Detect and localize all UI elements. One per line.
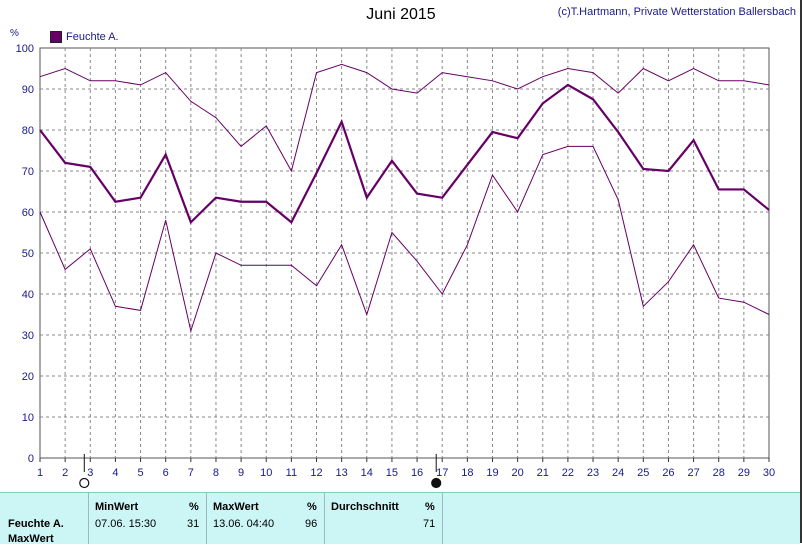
stats-min-column: MinWert % 07.06. 15:30 31: [88, 493, 207, 544]
legend: Feuchte A.: [50, 31, 119, 43]
x-tick-label: 16: [411, 467, 423, 479]
y-tick-label: 0: [28, 453, 34, 465]
chart-title: Juni 2015: [366, 6, 436, 23]
x-tick-label: 15: [386, 467, 398, 479]
x-tick-label: 6: [163, 467, 169, 479]
stats-avg-column: Durchschnitt % 71: [324, 493, 443, 544]
avg-unit: %: [425, 501, 435, 513]
x-tick-label: 10: [260, 467, 272, 479]
avg-header: Durchschnitt: [331, 501, 399, 513]
max-value: 96: [305, 518, 318, 530]
min-date: 07.06. 15:30: [95, 518, 157, 530]
x-tick-label: 14: [361, 467, 373, 479]
stats-panel: Feuchte A. MaxWert MinWert % 07.06. 15:3…: [0, 492, 800, 545]
x-tick-label: 25: [637, 467, 649, 479]
max-header: MaxWert: [213, 501, 259, 513]
x-tick-label: 11: [286, 467, 297, 479]
x-tick-label: 17: [436, 467, 448, 479]
x-tick-label: 4: [112, 467, 118, 479]
x-tick-label: 7: [188, 467, 194, 479]
y-tick-label: 60: [22, 207, 34, 219]
x-tick-label: 20: [511, 467, 523, 479]
y-tick-label: 30: [22, 330, 34, 342]
x-tick-label: 19: [486, 467, 498, 479]
x-tick-label: 2: [62, 467, 68, 479]
y-tick-label: 50: [22, 248, 34, 260]
x-tick-label: 23: [587, 467, 599, 479]
x-tick-label: 18: [461, 467, 473, 479]
x-tick-label: 26: [662, 467, 674, 479]
stats-end-divider: [442, 493, 443, 544]
x-tick-label: 29: [738, 467, 750, 479]
max-unit: %: [307, 501, 317, 513]
stats-max-column: MaxWert % 13.06. 04:40 96: [206, 493, 325, 544]
x-tick-label: 5: [137, 467, 143, 479]
y-tick-label: 10: [22, 412, 34, 424]
x-tick-label: 30: [763, 467, 775, 479]
x-tick-label: 3: [87, 467, 93, 479]
x-tick-label: 8: [213, 467, 219, 479]
copyright-text: (c)T.Hartmann, Private Wetterstation Bal…: [557, 6, 796, 18]
y-tick-label: 80: [22, 125, 34, 137]
x-tick-label: 21: [537, 467, 549, 479]
x-tick-label: 28: [713, 467, 725, 479]
stats-row-label-max: MaxWert: [8, 533, 54, 545]
min-header: MinWert: [95, 501, 139, 513]
legend-swatch: [50, 31, 62, 43]
y-tick-label: 20: [22, 371, 34, 383]
y-tick-label: 100: [16, 43, 34, 55]
min-unit: %: [189, 501, 199, 513]
series-line-avg: [39, 83, 770, 225]
series-line-min: [39, 145, 770, 333]
marker-filled-circle: [431, 477, 442, 489]
max-date: 13.06. 04:40: [213, 518, 275, 530]
x-tick-label: 27: [687, 467, 699, 479]
min-value: 31: [187, 518, 200, 530]
y-tick-label: 40: [22, 289, 34, 301]
x-tick-label: 12: [310, 467, 322, 479]
y-tick-label: 70: [22, 166, 34, 178]
avg-value: 71: [423, 518, 436, 530]
marker-open-circle: [79, 477, 90, 489]
x-tick-label: 1: [37, 467, 43, 479]
window-edge: [800, 0, 802, 543]
y-tick-label: 90: [22, 84, 34, 96]
series-line-max: [39, 63, 770, 173]
legend-label: Feuchte A.: [66, 31, 119, 43]
stats-row-label-sensor: Feuchte A.: [8, 518, 64, 530]
x-tick-label: 9: [238, 467, 244, 479]
y-axis-unit: %: [10, 28, 19, 39]
x-tick-label: 22: [562, 467, 574, 479]
x-tick-label: 24: [612, 467, 624, 479]
x-tick-label: 13: [336, 467, 348, 479]
